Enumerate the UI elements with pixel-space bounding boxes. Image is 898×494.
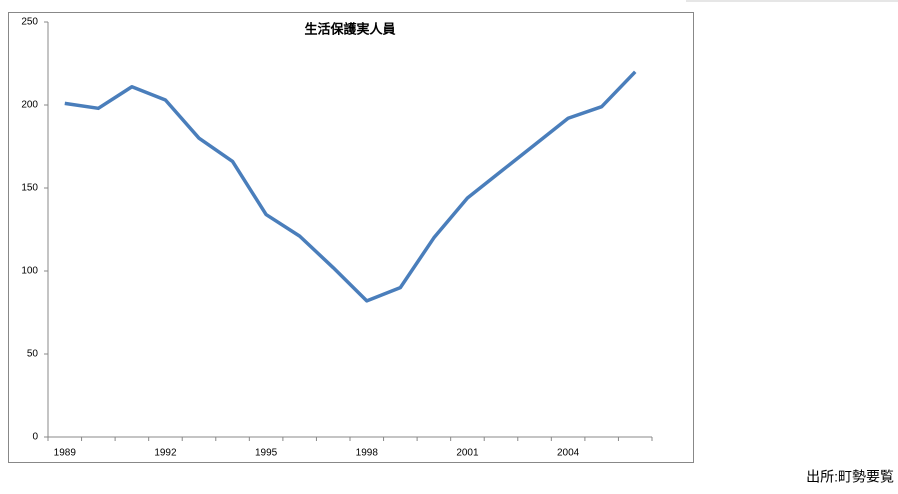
x-tick-label: 1995 bbox=[255, 448, 278, 459]
x-tick-label: 2001 bbox=[456, 448, 479, 459]
source-note: 出所:町勢要覧 bbox=[806, 469, 894, 485]
line-series bbox=[64, 70, 637, 303]
chart-title: 生活保護実人員 bbox=[304, 21, 395, 36]
y-tick-label: 100 bbox=[21, 266, 38, 277]
x-tick-label: 1992 bbox=[154, 448, 177, 459]
x-tick-label: 1998 bbox=[356, 448, 379, 459]
y-tick-label: 200 bbox=[21, 100, 38, 111]
y-tick-label: 250 bbox=[21, 17, 38, 28]
x-tick-label: 2004 bbox=[557, 448, 580, 459]
x-tick-label: 1989 bbox=[54, 448, 77, 459]
y-tick-label: 0 bbox=[32, 432, 38, 443]
chart-frame bbox=[8, 12, 694, 463]
y-tick-label: 50 bbox=[27, 349, 39, 360]
y-tick-label: 150 bbox=[21, 183, 38, 194]
